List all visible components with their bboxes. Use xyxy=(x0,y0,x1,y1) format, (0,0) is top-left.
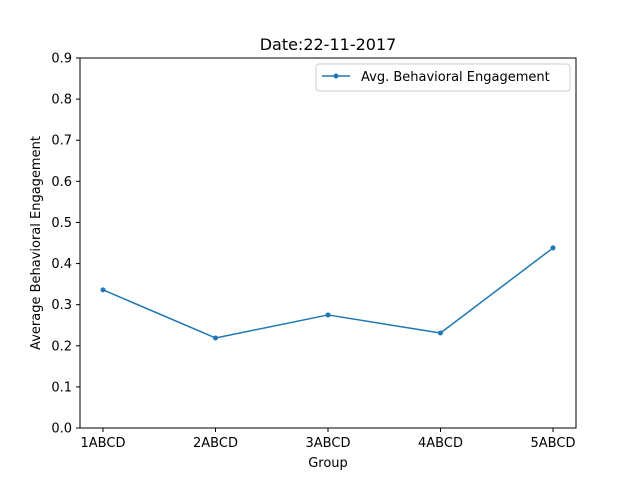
x-axis-label: Group xyxy=(308,456,348,471)
x-tick-label: 2ABCD xyxy=(193,436,238,451)
data-point xyxy=(100,287,106,293)
y-axis-label: Average Behavioral Engagement xyxy=(29,136,44,350)
y-tick-label: 0.6 xyxy=(51,175,72,190)
legend: Avg. Behavioral Engagement xyxy=(315,63,571,92)
y-tick-label: 0.0 xyxy=(51,422,72,437)
data-point xyxy=(213,335,218,341)
chart-title: Date:22-11-2017 xyxy=(260,35,397,54)
y-axis-ticks: 0.0 0.1 0.2 0.3 0.4 0.5 0.6 0.7 0.8 0.9 xyxy=(51,52,80,437)
legend-label: Avg. Behavioral Engagement xyxy=(361,70,550,85)
x-tick-label: 5ABCD xyxy=(531,436,576,451)
x-axis-ticks: 1ABCD 2ABCD 3ABCD 4ABCD 5ABCD xyxy=(81,428,576,451)
x-tick-label: 3ABCD xyxy=(306,436,351,451)
y-tick-label: 0.2 xyxy=(51,339,72,354)
series-layer xyxy=(100,245,556,341)
x-tick-label: 4ABCD xyxy=(418,436,463,451)
y-tick-label: 0.1 xyxy=(51,380,72,395)
x-tick-label: 1ABCD xyxy=(81,436,126,451)
plot-area-frame xyxy=(79,57,577,429)
legend-marker-swatch xyxy=(333,73,339,79)
y-tick-label: 0.8 xyxy=(51,93,72,108)
y-tick-label: 0.4 xyxy=(51,257,72,272)
y-tick-label: 0.9 xyxy=(51,52,72,67)
y-tick-label: 0.3 xyxy=(51,298,72,313)
y-tick-label: 0.5 xyxy=(51,216,72,231)
data-point xyxy=(550,245,556,251)
data-point xyxy=(325,312,331,318)
legend-box xyxy=(315,63,571,92)
data-point xyxy=(438,330,443,336)
y-tick-label: 0.7 xyxy=(51,134,72,149)
